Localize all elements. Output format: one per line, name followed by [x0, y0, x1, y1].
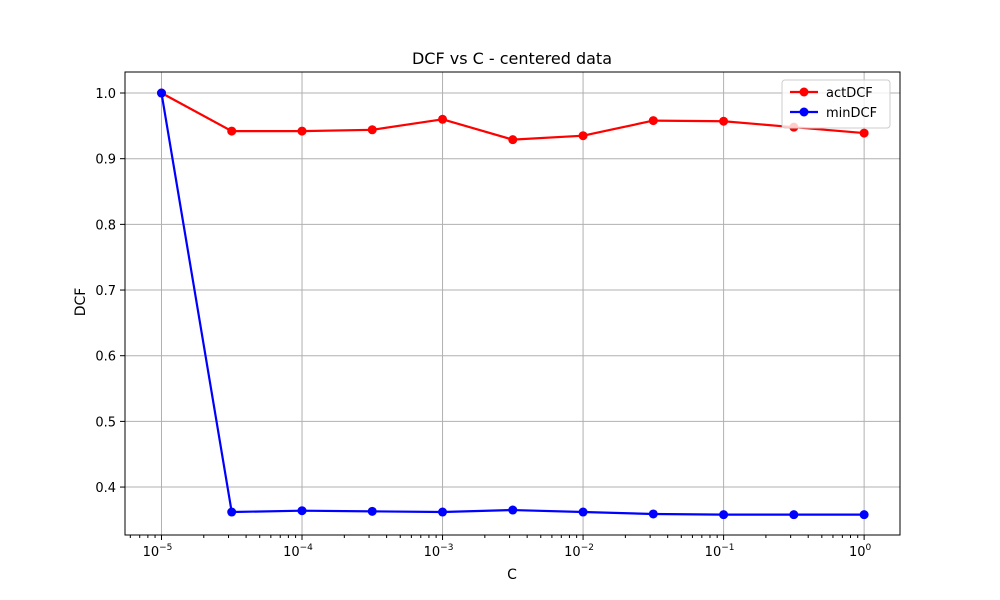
point-minDCF-4 — [438, 507, 448, 517]
point-minDCF-10 — [859, 510, 869, 520]
plot-frame — [124, 71, 901, 536]
point-actDCF-2 — [297, 126, 307, 136]
legend-label-actDCF: actDCF — [826, 86, 873, 101]
series-line-actDCF — [160, 92, 865, 141]
series-line-minDCF — [160, 92, 865, 516]
y-tick-label-1: 0.5 — [95, 415, 116, 430]
legend-label-minDCF: minDCF — [826, 106, 877, 121]
point-minDCF-3 — [367, 506, 377, 516]
x-tick-label-4: 10−1 — [705, 543, 735, 560]
series-minDCF — [156, 88, 869, 520]
y-tick-label-5: 0.9 — [95, 153, 116, 168]
y-axis-label: DCF — [73, 288, 89, 317]
series-actDCF — [156, 88, 869, 145]
point-actDCF-3 — [367, 125, 377, 135]
x-tick-label-5: 100 — [849, 543, 872, 560]
y-tick-label-3: 0.7 — [95, 284, 116, 299]
x-tick-label-0: 10−5 — [143, 543, 173, 560]
point-minDCF-9 — [789, 510, 799, 520]
axes: 10−5 10−4 10−3 10−2 10−1 100 0.4 0.5 0.6 0.7 0.8 0.… — [95, 71, 901, 560]
point-minDCF-0 — [156, 88, 166, 98]
x-axis-label: C — [507, 567, 517, 583]
point-minDCF-6 — [578, 507, 588, 517]
point-actDCF-6 — [578, 131, 588, 141]
point-minDCF-8 — [719, 510, 729, 520]
point-actDCF-7 — [648, 116, 658, 126]
chart-title: DCF vs C - centered data — [412, 49, 612, 68]
y-tick-label-0: 0.4 — [95, 481, 116, 496]
x-tick-label-1: 10−4 — [283, 543, 313, 560]
point-minDCF-2 — [297, 506, 307, 516]
point-actDCF-1 — [227, 126, 237, 136]
legend-marker-actDCF — [799, 87, 809, 97]
point-minDCF-7 — [648, 509, 658, 519]
legend: actDCF minDCF — [781, 79, 891, 129]
x-tick-label-2: 10−3 — [424, 543, 454, 560]
point-actDCF-4 — [438, 114, 448, 124]
point-actDCF-5 — [508, 135, 518, 145]
x-tick-label-3: 10−2 — [564, 543, 594, 560]
y-tick-label-2: 0.6 — [95, 350, 116, 365]
grid-lines — [125, 72, 900, 535]
series-layer — [156, 88, 869, 520]
legend-marker-minDCF — [799, 107, 809, 117]
point-minDCF-1 — [227, 507, 237, 517]
point-actDCF-10 — [859, 128, 869, 138]
y-tick-label-6: 1.0 — [95, 87, 116, 102]
point-minDCF-5 — [508, 505, 518, 515]
point-actDCF-8 — [719, 116, 729, 126]
y-tick-label-4: 0.8 — [95, 218, 116, 233]
